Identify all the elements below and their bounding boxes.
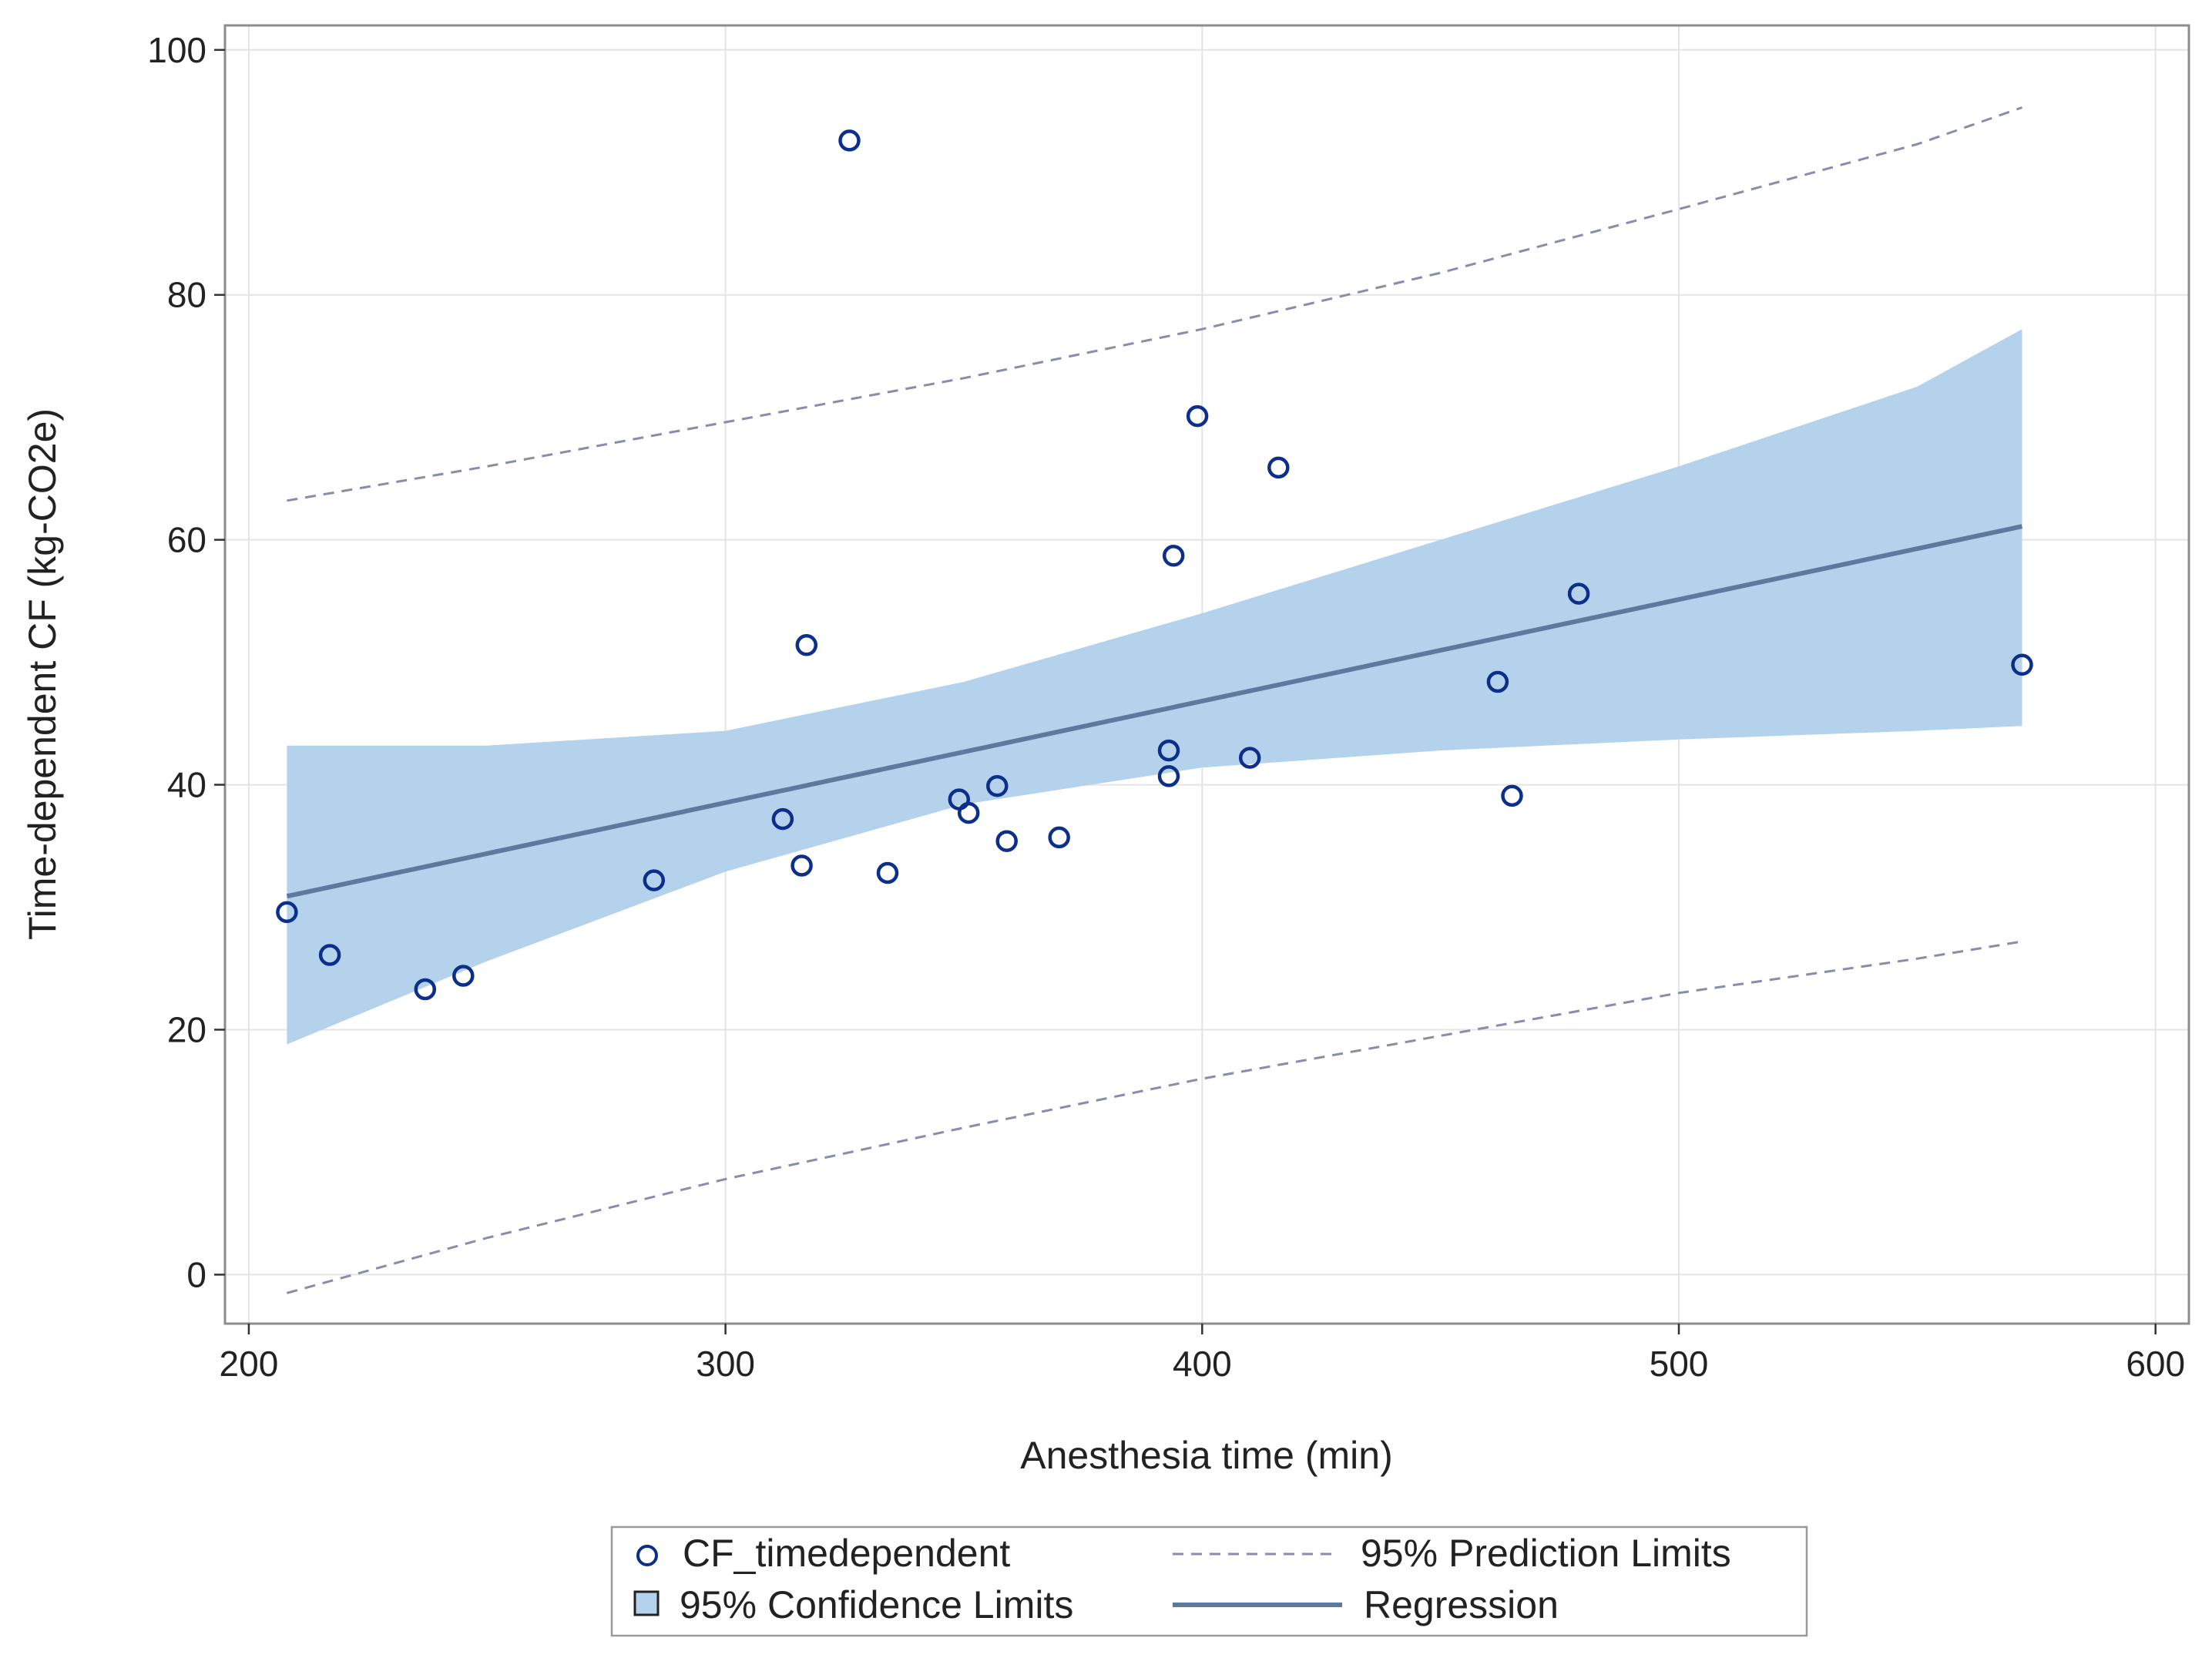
confidence-band — [287, 329, 2022, 1045]
confidence-band-layer — [287, 329, 2022, 1045]
y-tick-label: 40 — [167, 765, 206, 805]
data-point — [790, 854, 813, 877]
y-tick-label: 80 — [167, 275, 206, 315]
data-point — [1486, 670, 1509, 693]
data-point — [1157, 739, 1180, 762]
data-point — [318, 944, 341, 966]
y-tick-label: 60 — [167, 520, 206, 560]
legend-label-confidence: 95% Confidence Limits — [680, 1583, 1073, 1626]
x-tick-label: 400 — [1173, 1344, 1232, 1384]
data-point — [838, 129, 861, 152]
legend-label-regression: Regression — [1364, 1583, 1559, 1626]
prediction-limits-layer — [287, 106, 2022, 1294]
legend: CF_timedependent 95% Prediction Limits 9… — [610, 1525, 1808, 1637]
data-point — [1162, 545, 1185, 567]
data-point — [1267, 456, 1290, 479]
data-point — [795, 634, 818, 656]
data-point — [643, 869, 666, 891]
x-tick-label: 300 — [696, 1344, 755, 1384]
y-tick-label: 0 — [186, 1254, 206, 1294]
data-point — [876, 861, 899, 884]
x-tick-label: 600 — [2126, 1344, 2185, 1384]
data-point — [1238, 747, 1261, 769]
legend-label-prediction: 95% Prediction Limits — [1361, 1532, 1731, 1575]
scatter-points — [276, 129, 2033, 1001]
data-point — [2011, 653, 2033, 676]
data-point — [414, 978, 437, 1001]
axes: 200 300 400 500 600 0 20 40 60 80 100 — [147, 30, 2185, 1384]
data-point — [1157, 765, 1180, 787]
y-tick-label: 20 — [167, 1009, 206, 1049]
data-point — [1567, 582, 1590, 605]
data-point — [1186, 404, 1209, 428]
data-point — [957, 801, 980, 824]
regression-line — [286, 524, 2023, 899]
y-axis-label: Time-dependent CF (kg-CO2e) — [21, 408, 64, 940]
y-tick-label: 100 — [147, 30, 206, 70]
x-tick-label: 500 — [1650, 1344, 1709, 1384]
data-point — [771, 807, 794, 831]
x-tick-label: 200 — [220, 1344, 279, 1384]
x-axis-label: Anesthesia time (min) — [1020, 1434, 1393, 1477]
data-point — [276, 901, 298, 924]
legend-circle-symbol — [636, 1545, 658, 1566]
legend-band-symbol — [633, 1590, 660, 1616]
data-point — [1501, 784, 1523, 807]
plot-frame — [223, 24, 2190, 1325]
data-point — [995, 830, 1018, 852]
legend-box — [610, 1525, 1808, 1637]
data-point — [986, 774, 1009, 797]
prediction-limit-upper — [287, 106, 2022, 502]
data-point — [452, 965, 475, 987]
legend-label-scatter: CF_timedependent — [683, 1532, 1010, 1575]
regression-layer — [286, 524, 2023, 899]
data-point — [1048, 826, 1070, 849]
